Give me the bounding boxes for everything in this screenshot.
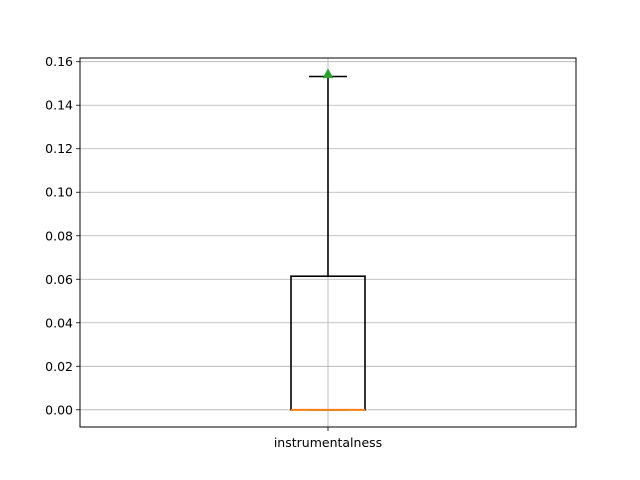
x-tick-label: instrumentalness: [274, 435, 382, 450]
mean-marker: [322, 68, 334, 79]
y-tick-label: 0.08: [45, 228, 73, 243]
y-tick-label: 0.06: [45, 272, 73, 287]
y-tick-label: 0.04: [45, 315, 73, 330]
y-tick-label: 0.16: [45, 54, 73, 69]
y-tick-label: 0.12: [45, 141, 73, 156]
y-tick-label: 0.10: [45, 185, 73, 200]
x-axis-ticks: instrumentalness: [274, 427, 382, 450]
axes-frame: [79, 57, 577, 428]
y-axis-ticks: 0.00 0.02 0.04 0.06 0.08 0.10 0.12 0.14 0.16: [45, 54, 80, 417]
box-elements: [290, 68, 366, 411]
y-tick-label: 0.02: [45, 359, 73, 374]
y-tick-label: 0.14: [45, 98, 73, 113]
y-tick-label: 0.00: [45, 402, 73, 417]
